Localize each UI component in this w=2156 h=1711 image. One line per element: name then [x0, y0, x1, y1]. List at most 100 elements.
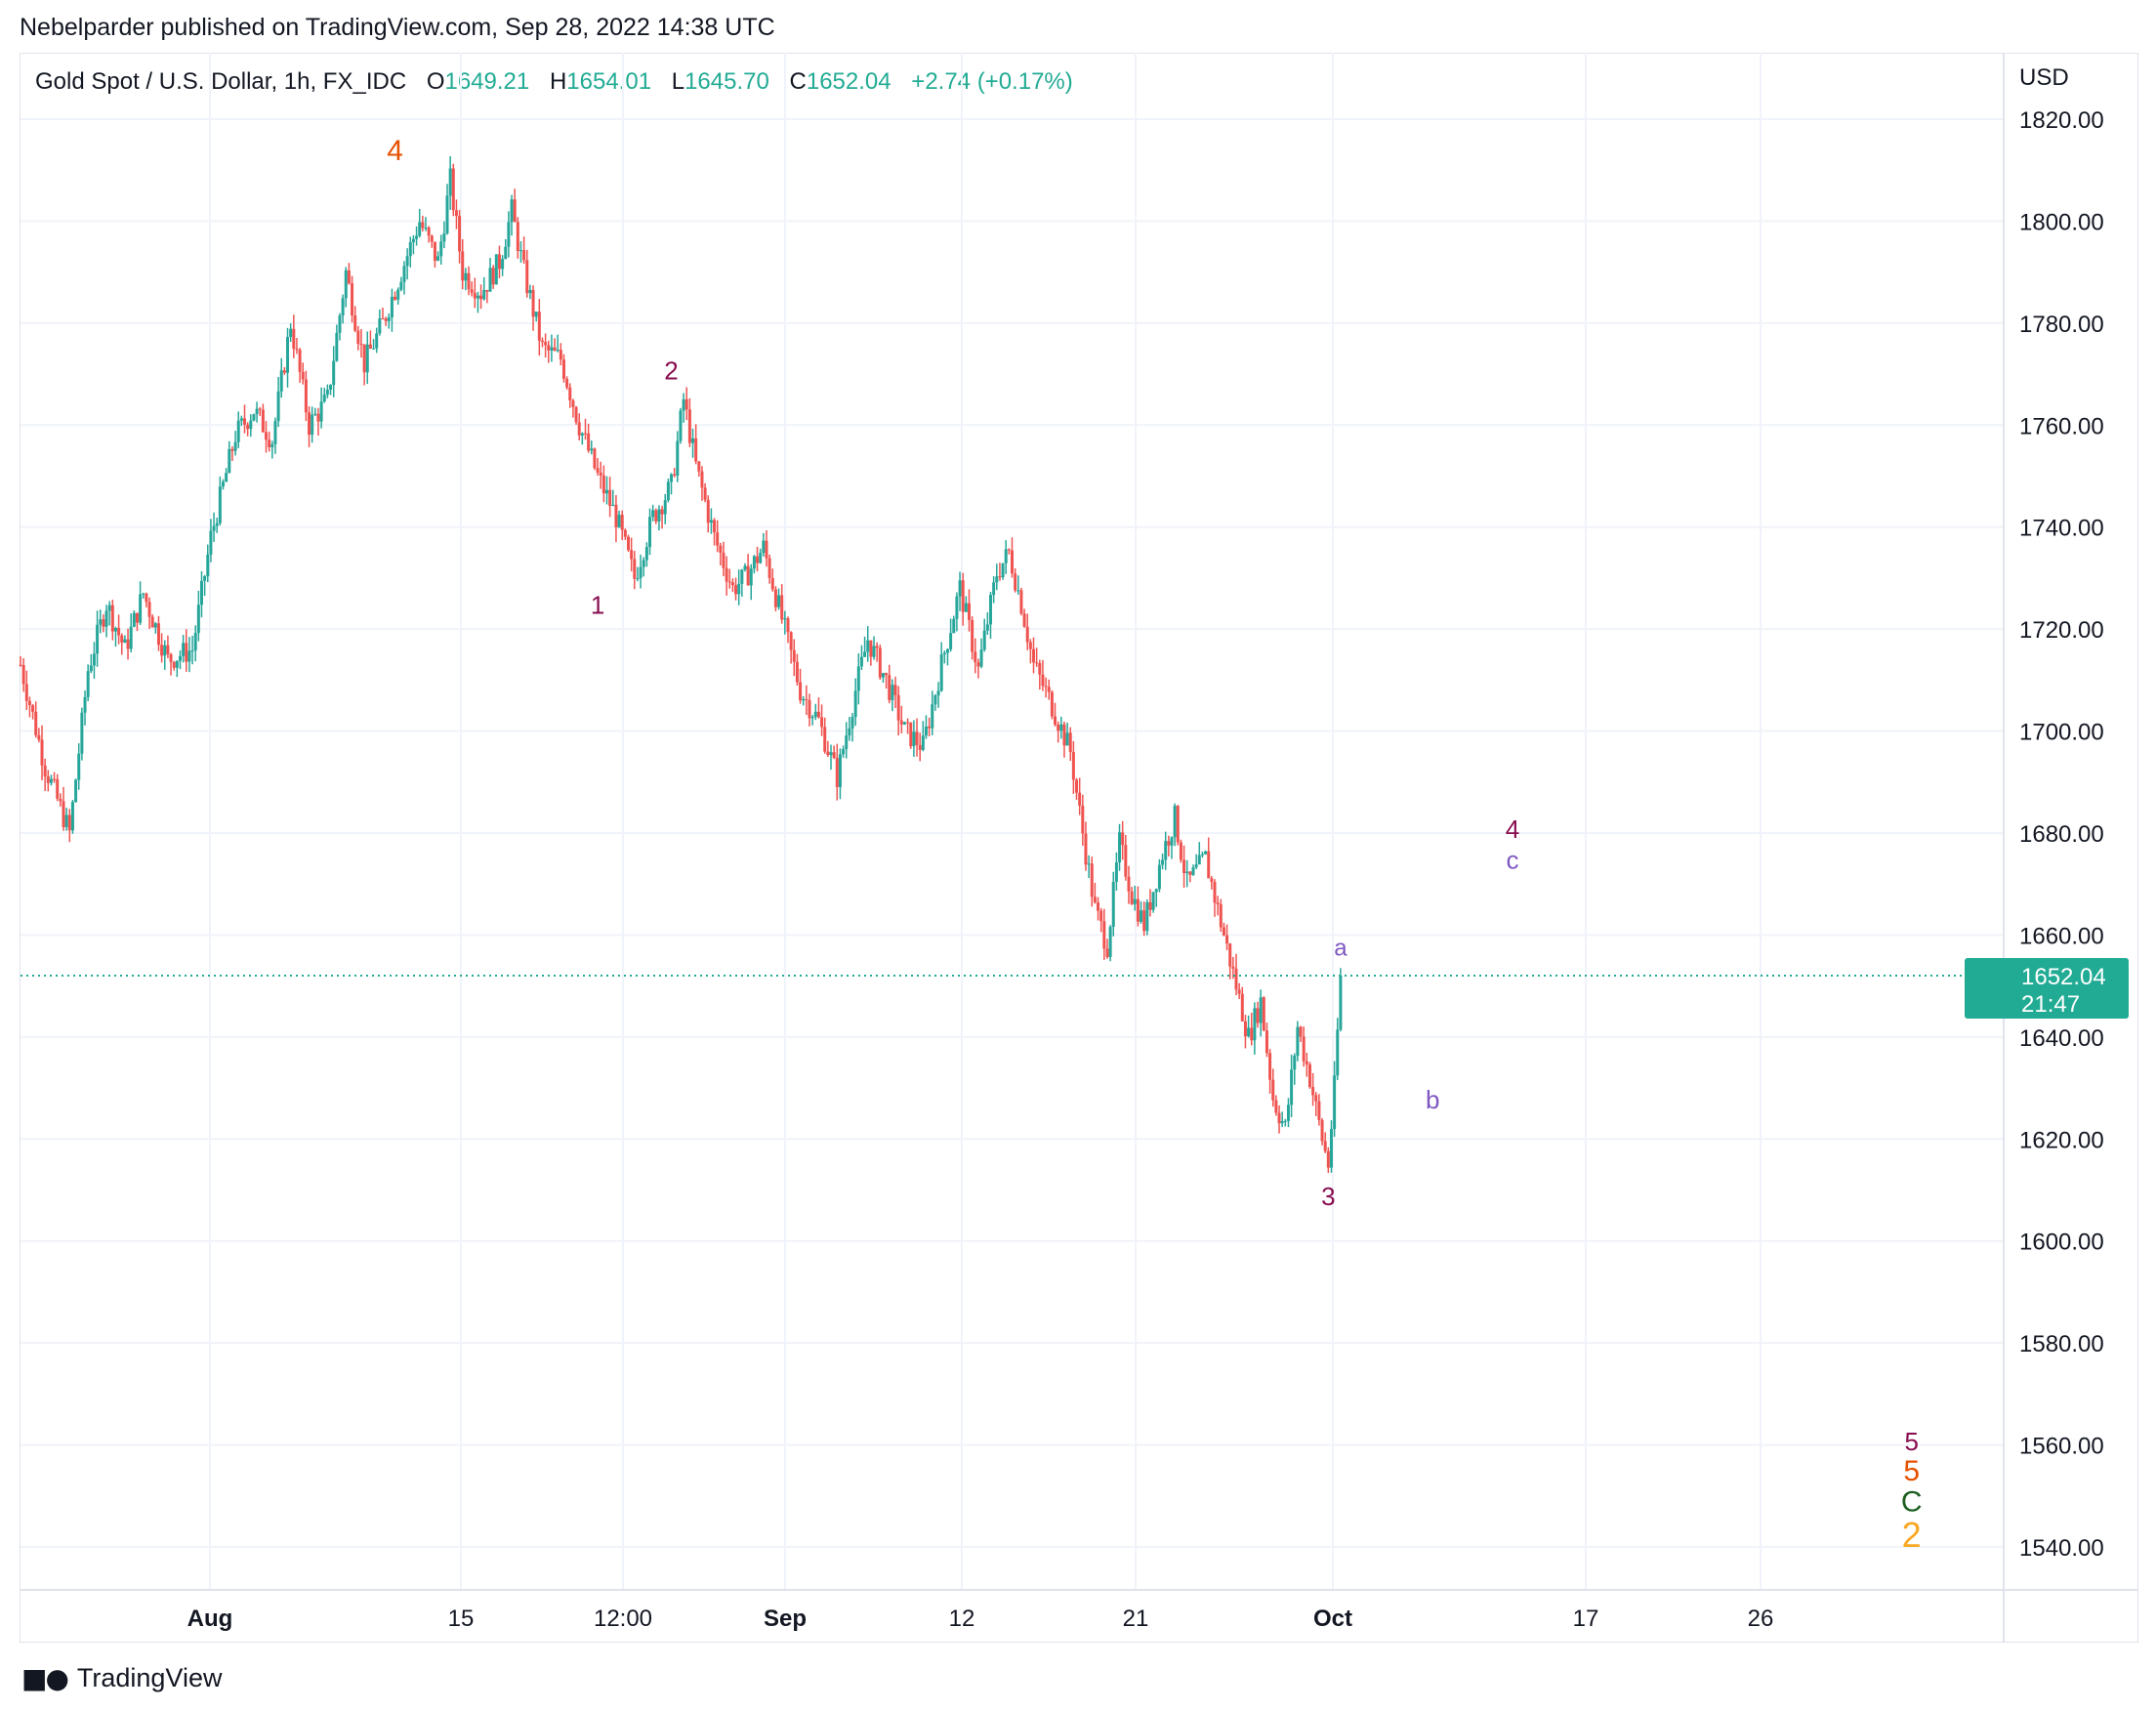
candle-body — [1262, 997, 1265, 1031]
candle-body — [1250, 1027, 1254, 1041]
candle-body — [848, 728, 851, 736]
wave-label: 5 — [1904, 1427, 1918, 1456]
candle-body — [1302, 1036, 1306, 1062]
candle-body — [716, 532, 720, 546]
wave-label: c — [1506, 846, 1518, 875]
candle-body — [218, 486, 222, 523]
candle-body — [1210, 878, 1214, 883]
candle-body — [451, 168, 455, 211]
candle-body — [522, 250, 526, 261]
wave-label: a — [1334, 935, 1348, 961]
candle-body — [62, 801, 65, 828]
candle-body — [461, 251, 465, 281]
candle-body — [21, 664, 25, 685]
candle-body — [1145, 901, 1149, 932]
y-tick-label: 1640.00 — [2019, 1025, 2104, 1052]
wave-label: 4 — [387, 135, 403, 167]
candle-body — [842, 749, 846, 755]
symbol-name[interactable]: Gold Spot / U.S. Dollar, 1h, FX_IDC — [35, 68, 407, 95]
candle-body — [559, 350, 562, 360]
candle-body — [501, 259, 505, 270]
candle-body — [730, 582, 734, 586]
open-label: O — [426, 68, 445, 95]
candle-body — [1161, 859, 1165, 865]
candle-body — [491, 268, 495, 285]
candle-body — [1059, 724, 1063, 731]
candle-body — [936, 690, 940, 696]
candle-body — [611, 504, 615, 507]
candle-body — [1323, 1141, 1327, 1151]
wave-label: 3 — [1321, 1182, 1335, 1211]
candle-body — [518, 250, 522, 252]
candle-body — [59, 798, 62, 802]
candle-body — [789, 632, 793, 650]
candle-body — [1286, 1105, 1290, 1121]
candle-body — [1179, 842, 1182, 860]
candle-body — [599, 472, 602, 476]
candle-body — [470, 289, 474, 293]
x-tick-label: 12:00 — [594, 1606, 652, 1632]
candle-body — [83, 696, 87, 713]
candle-body — [43, 765, 47, 777]
candle-body — [182, 643, 186, 656]
candle-body — [24, 684, 28, 701]
candle-body — [676, 440, 680, 477]
candle-body — [292, 328, 296, 350]
candle-body — [933, 695, 937, 705]
candle-body — [255, 408, 259, 415]
candle-body — [885, 673, 889, 676]
candle-body — [375, 333, 379, 349]
candle-body — [46, 776, 50, 783]
candle-body — [786, 618, 790, 633]
countdown-value: 21:47 — [2021, 991, 2080, 1018]
candle-body — [1133, 898, 1137, 904]
candle-body — [820, 717, 824, 728]
candle-body — [335, 332, 339, 361]
candle-body — [353, 315, 357, 331]
candle-body — [1025, 626, 1029, 643]
candle-body — [365, 344, 369, 373]
candle-body — [1078, 792, 1082, 806]
candle-body — [561, 359, 565, 379]
candle-body — [700, 471, 704, 488]
candle-body — [1041, 674, 1045, 687]
candle-body — [737, 583, 741, 595]
candle-body — [488, 268, 492, 292]
candle-body — [430, 235, 434, 242]
candle-body — [261, 409, 265, 433]
candle-body — [872, 646, 876, 657]
candle-body — [436, 256, 440, 261]
candle-body — [1136, 898, 1140, 922]
change-value: +2.74 (+0.17%) — [911, 68, 1073, 95]
candle-body — [1154, 889, 1158, 893]
tradingview-footer[interactable]: ■● TradingView — [21, 1662, 222, 1694]
candle-body — [347, 270, 351, 284]
candle-body — [1277, 1112, 1281, 1124]
candle-body — [464, 272, 468, 281]
y-tick-label: 1540.00 — [2019, 1535, 2104, 1562]
candle-body — [268, 439, 271, 448]
candle-body — [139, 594, 143, 623]
y-tick-label: 1820.00 — [2019, 107, 2104, 134]
candle-body — [145, 593, 148, 603]
candle-body — [1007, 549, 1011, 551]
candle-body — [1326, 1150, 1330, 1168]
candle-body — [77, 753, 81, 780]
candle-body — [1142, 910, 1146, 932]
candle-body — [687, 409, 691, 443]
candle-body — [961, 580, 965, 612]
candle-body — [620, 515, 624, 530]
x-tick-label: 17 — [1573, 1606, 1599, 1632]
candle-body — [633, 559, 637, 579]
candle-body — [565, 378, 569, 388]
candle-body — [976, 662, 980, 667]
candle-body — [583, 433, 587, 435]
candle-body — [362, 344, 366, 373]
close-label: C — [789, 68, 807, 95]
candle-body — [212, 525, 216, 531]
candle-body — [1090, 863, 1094, 897]
candle-body — [1293, 1056, 1297, 1070]
candle-body — [494, 254, 498, 285]
candle-body — [998, 576, 1002, 578]
